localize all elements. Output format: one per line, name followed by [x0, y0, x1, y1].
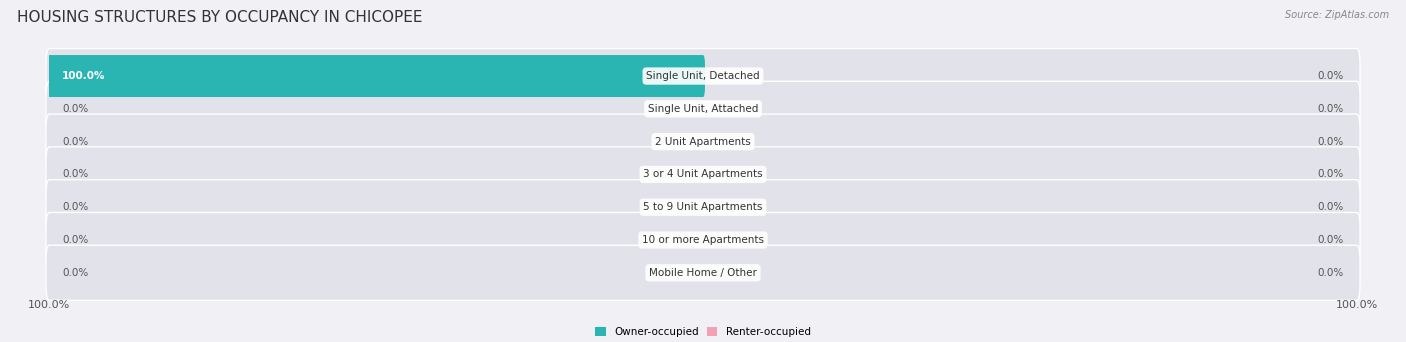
Text: 0.0%: 0.0% [1317, 268, 1344, 278]
Text: Mobile Home / Other: Mobile Home / Other [650, 268, 756, 278]
Text: Single Unit, Detached: Single Unit, Detached [647, 71, 759, 81]
Text: 0.0%: 0.0% [1317, 235, 1344, 245]
Text: 0.0%: 0.0% [62, 104, 89, 114]
Text: 5 to 9 Unit Apartments: 5 to 9 Unit Apartments [644, 202, 762, 212]
Legend: Owner-occupied, Renter-occupied: Owner-occupied, Renter-occupied [591, 323, 815, 342]
Text: 100.0%: 100.0% [62, 71, 105, 81]
Text: Source: ZipAtlas.com: Source: ZipAtlas.com [1285, 10, 1389, 20]
Text: 0.0%: 0.0% [1317, 104, 1344, 114]
Text: 3 or 4 Unit Apartments: 3 or 4 Unit Apartments [643, 169, 763, 180]
Text: 0.0%: 0.0% [62, 202, 89, 212]
FancyBboxPatch shape [46, 180, 1360, 235]
FancyBboxPatch shape [46, 212, 1360, 267]
Text: Single Unit, Attached: Single Unit, Attached [648, 104, 758, 114]
Text: HOUSING STRUCTURES BY OCCUPANCY IN CHICOPEE: HOUSING STRUCTURES BY OCCUPANCY IN CHICO… [17, 10, 422, 25]
FancyBboxPatch shape [46, 245, 1360, 300]
Text: 0.0%: 0.0% [62, 268, 89, 278]
Text: 0.0%: 0.0% [62, 169, 89, 180]
FancyBboxPatch shape [46, 81, 1360, 136]
FancyBboxPatch shape [46, 49, 1360, 104]
Text: 0.0%: 0.0% [1317, 71, 1344, 81]
Text: 10 or more Apartments: 10 or more Apartments [643, 235, 763, 245]
Text: 0.0%: 0.0% [62, 235, 89, 245]
Text: 0.0%: 0.0% [1317, 136, 1344, 147]
Text: 0.0%: 0.0% [1317, 202, 1344, 212]
Text: 0.0%: 0.0% [1317, 169, 1344, 180]
Text: 2 Unit Apartments: 2 Unit Apartments [655, 136, 751, 147]
FancyBboxPatch shape [46, 147, 1360, 202]
Text: 0.0%: 0.0% [62, 136, 89, 147]
FancyBboxPatch shape [46, 114, 1360, 169]
FancyBboxPatch shape [48, 55, 704, 97]
